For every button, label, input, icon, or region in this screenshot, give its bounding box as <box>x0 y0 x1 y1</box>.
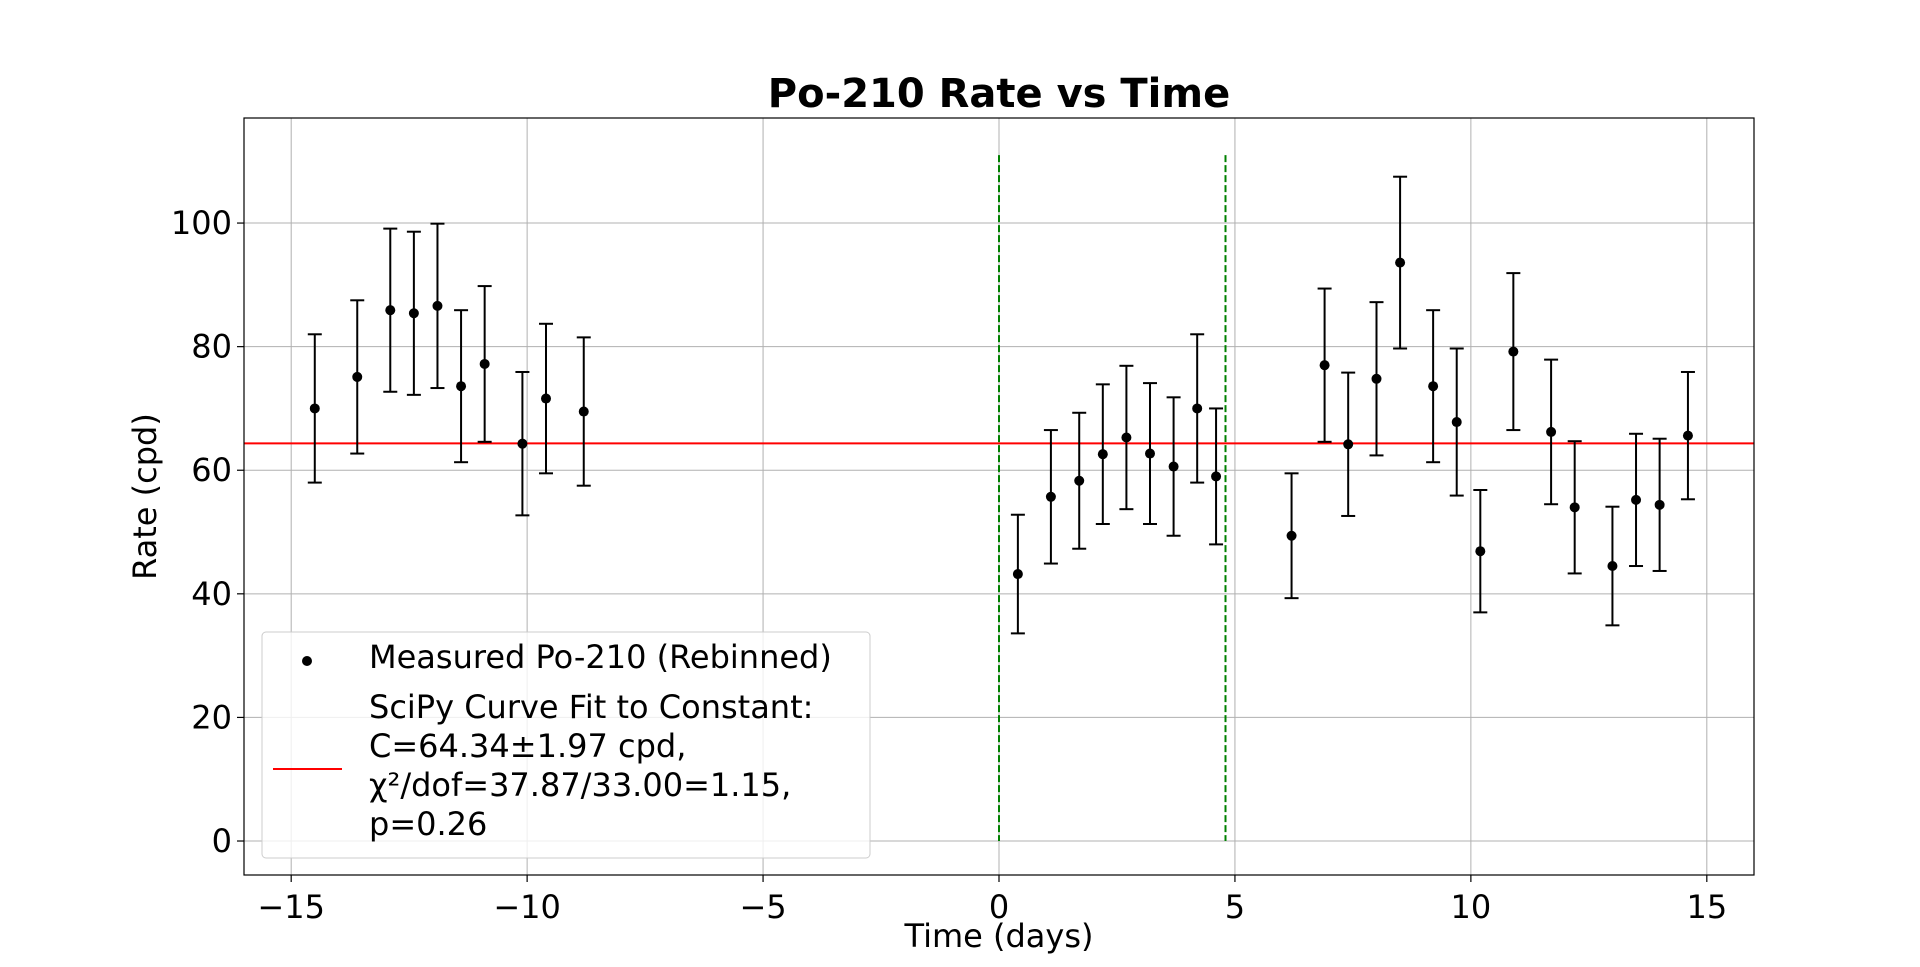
data-point-group <box>1369 301 1384 457</box>
data-point <box>1682 430 1693 441</box>
data-point-group <box>1010 513 1025 635</box>
legend-label-fit-line-3: χ²/dof=37.87/33.00=1.15, <box>369 766 791 804</box>
y-tick-label: 60 <box>191 451 232 489</box>
data-point-group <box>430 222 445 390</box>
data-point-group <box>1209 407 1224 546</box>
data-point <box>479 358 490 369</box>
data-point-group <box>1341 371 1356 517</box>
data-point-group <box>1143 382 1157 525</box>
data-point <box>517 438 528 449</box>
data-point-group <box>1544 358 1559 506</box>
data-point-group <box>1506 272 1521 432</box>
data-point <box>352 371 363 382</box>
data-point-group <box>1473 489 1488 614</box>
x-tick-label: 0 <box>989 888 1009 926</box>
legend-label-fit-line-1: SciPy Curve Fit to Constant: <box>369 688 813 726</box>
data-point <box>1546 426 1557 437</box>
data-point <box>309 403 320 414</box>
data-point <box>1045 491 1056 502</box>
data-point <box>1654 499 1665 510</box>
x-tick-label: 15 <box>1686 888 1727 926</box>
legend-box <box>261 631 871 859</box>
data-point <box>1319 360 1330 371</box>
data-point <box>1631 494 1642 505</box>
data-point <box>408 308 419 319</box>
data-point-group <box>1072 411 1087 550</box>
y-axis-ticks: 0 20 40 60 80 100 <box>171 204 244 860</box>
data-point-group <box>1426 309 1441 464</box>
data-point <box>1607 561 1618 572</box>
data-point <box>1395 257 1406 268</box>
data-point <box>1428 381 1439 392</box>
data-point-group <box>1284 472 1299 600</box>
data-point-group <box>1605 505 1620 627</box>
data-point <box>1286 530 1297 541</box>
data-point-group <box>383 227 398 393</box>
x-axis-ticks: −15 −10 −5 0 5 10 15 <box>257 875 1727 926</box>
legend-label-fit-line-2: C=64.34±1.97 cpd, <box>369 727 686 765</box>
data-point-group <box>1166 396 1181 537</box>
data-point-group <box>1567 440 1582 575</box>
data-point <box>1451 417 1462 428</box>
y-tick-label: 40 <box>191 575 232 613</box>
data-point <box>1343 439 1354 450</box>
data-points <box>307 175 1695 635</box>
data-point-group <box>1119 364 1134 511</box>
data-point-group <box>515 370 530 517</box>
data-point-group <box>307 333 322 484</box>
x-axis-label: Time (days) <box>904 917 1094 955</box>
x-tick-label: −15 <box>257 888 325 926</box>
data-point <box>1371 373 1382 384</box>
data-point <box>1192 403 1203 414</box>
legend-marker-dot <box>302 656 312 666</box>
data-point-group <box>477 285 492 443</box>
data-point-group <box>1629 432 1644 568</box>
data-point-group <box>1393 175 1408 350</box>
data-point <box>1569 502 1580 513</box>
x-tick-label: −10 <box>493 888 561 926</box>
data-point-group <box>1043 429 1058 565</box>
data-point <box>1211 471 1222 482</box>
data-point <box>1508 346 1519 357</box>
x-tick-label: 5 <box>1225 888 1245 926</box>
data-point-group <box>454 309 469 464</box>
data-point <box>1145 448 1155 459</box>
x-tick-label: 10 <box>1451 888 1492 926</box>
data-point-group <box>350 299 365 455</box>
data-point <box>432 300 443 311</box>
data-point <box>578 406 589 417</box>
data-point-group <box>1652 437 1667 572</box>
legend-label-fit-line-4: p=0.26 <box>369 805 487 843</box>
x-tick-label: −5 <box>739 888 786 926</box>
data-point-group <box>1190 333 1205 484</box>
data-point <box>456 381 467 392</box>
data-point <box>1097 449 1108 460</box>
y-axis-label: Rate (cpd) <box>126 413 164 580</box>
data-point-group <box>1449 347 1464 497</box>
y-tick-label: 0 <box>212 822 232 860</box>
data-point <box>1168 461 1179 472</box>
event-markers <box>998 155 1227 842</box>
chart-title: Po-210 Rate vs Time <box>768 71 1230 117</box>
data-point <box>1012 569 1023 580</box>
data-point-group <box>1317 287 1332 443</box>
data-point <box>385 305 396 316</box>
y-tick-label: 100 <box>171 204 232 242</box>
y-tick-label: 20 <box>191 698 232 736</box>
data-point-group <box>1095 383 1110 525</box>
data-point <box>1121 432 1132 443</box>
data-point-group <box>406 230 421 396</box>
y-tick-label: 80 <box>191 328 232 366</box>
legend-label-measured: Measured Po-210 (Rebinned) <box>369 638 832 676</box>
data-point-group <box>576 336 591 487</box>
data-point-group <box>1680 370 1695 501</box>
data-point <box>541 393 551 404</box>
data-point-group <box>539 322 553 475</box>
data-point <box>1074 475 1085 486</box>
legend: Measured Po-210 (Rebinned) SciPy Curve F… <box>261 631 871 859</box>
data-point <box>1475 546 1486 557</box>
